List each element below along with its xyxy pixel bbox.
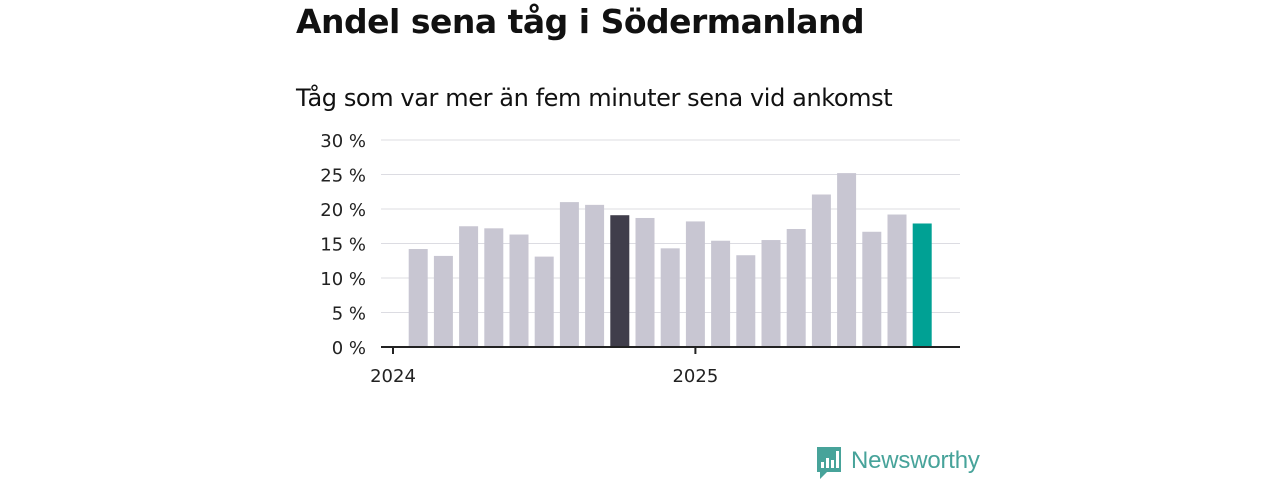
bar bbox=[459, 226, 479, 347]
bar bbox=[559, 202, 579, 347]
bar bbox=[837, 173, 857, 347]
bar bbox=[585, 204, 605, 347]
y-tick-label: 10 % bbox=[320, 269, 366, 290]
chart-subtitle: Tåg som var mer än fem minuter sena vid … bbox=[296, 84, 893, 112]
bar bbox=[786, 229, 806, 347]
y-tick-label: 5 % bbox=[332, 304, 366, 325]
x-tick-label: 2025 bbox=[672, 366, 718, 387]
bar bbox=[862, 231, 882, 347]
bar bbox=[408, 249, 428, 347]
x-tick-label: 2024 bbox=[370, 366, 416, 387]
bar bbox=[484, 228, 504, 347]
newsworthy-logo-icon bbox=[817, 447, 841, 479]
bar bbox=[736, 255, 756, 347]
chart-title: Andel sena tåg i Södermanland bbox=[296, 2, 865, 41]
bar bbox=[509, 234, 529, 347]
bar bbox=[610, 215, 630, 347]
bar bbox=[761, 240, 781, 347]
bar bbox=[685, 221, 705, 347]
y-tick-label: 0 % bbox=[332, 338, 366, 359]
bar bbox=[660, 248, 680, 347]
bar bbox=[912, 223, 932, 347]
y-tick-label: 30 % bbox=[320, 131, 366, 152]
bar bbox=[635, 217, 655, 347]
bar bbox=[811, 194, 831, 347]
newsworthy-logo: Newsworthy bbox=[815, 446, 980, 480]
y-tick-label: 25 % bbox=[320, 166, 366, 187]
bar bbox=[433, 255, 453, 347]
y-tick-label: 15 % bbox=[320, 235, 366, 256]
bar bbox=[711, 240, 731, 347]
bar bbox=[534, 256, 554, 347]
bar bbox=[887, 214, 907, 347]
brand-name: Newsworthy bbox=[851, 447, 980, 474]
y-tick-label: 20 % bbox=[320, 200, 366, 221]
